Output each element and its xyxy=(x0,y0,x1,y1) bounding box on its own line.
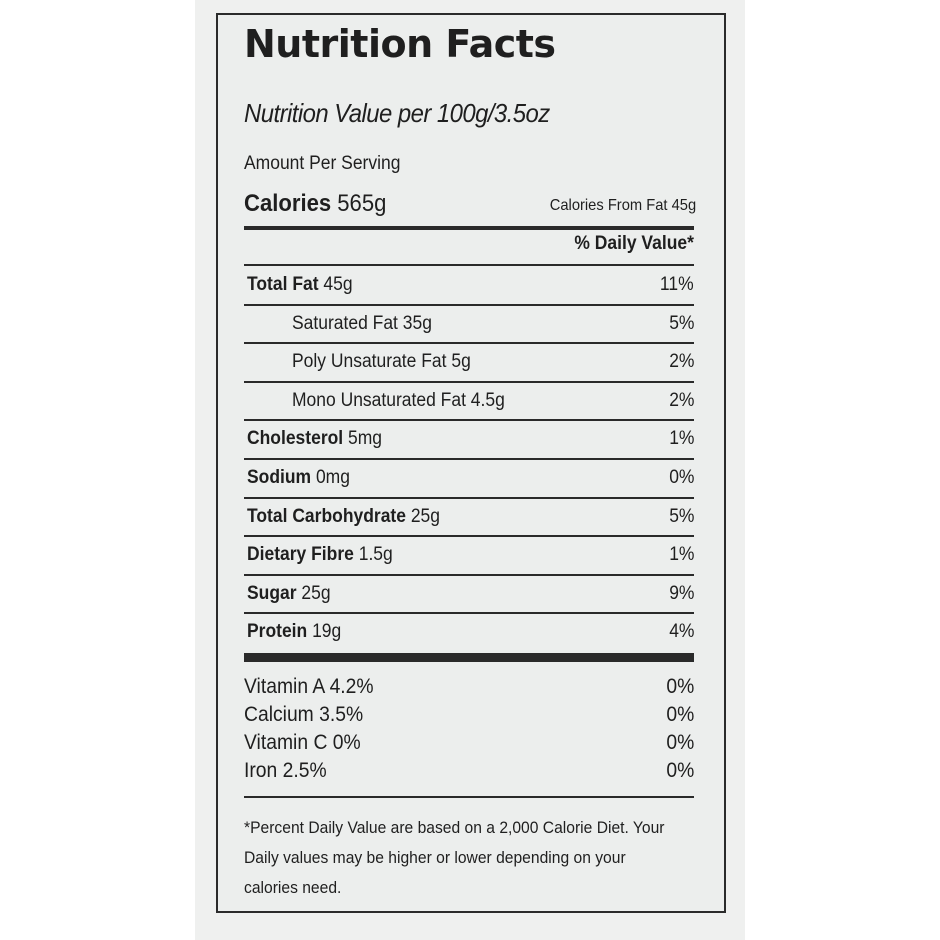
footnote-line: *Percent Daily Value are based on a 2,00… xyxy=(244,818,665,837)
row-divider xyxy=(244,573,694,576)
nutrient-row: Mono Unsaturated Fat 4.5g 2% xyxy=(244,382,694,420)
nutrient-name: Sodium xyxy=(247,467,312,488)
calories-label: Calories xyxy=(244,190,332,217)
vitamin-label: Vitamin C 0% xyxy=(244,731,361,754)
row-divider xyxy=(244,342,694,345)
vitamin-label: Vitamin A 4.2% xyxy=(244,675,374,698)
nutrient-label: Sodium 0mg xyxy=(247,467,350,489)
nutrient-row: Protein 19g 4% xyxy=(244,613,694,651)
row-divider xyxy=(244,458,694,460)
divider xyxy=(244,796,694,798)
daily-value-header: % Daily Value* xyxy=(574,233,694,254)
nutrient-daily-value: 1% xyxy=(668,544,694,566)
vitamin-label: Calcium 3.5% xyxy=(244,703,364,726)
nutrient-label: Cholesterol 5mg xyxy=(247,428,382,450)
nutrient-amount: 25g xyxy=(410,505,440,527)
row-divider xyxy=(244,303,694,306)
row-divider xyxy=(244,496,694,499)
nutrient-amount: 0mg xyxy=(315,467,350,488)
amount-per-serving: Amount Per Serving xyxy=(244,153,401,174)
nutrient-amount: 19g xyxy=(312,621,342,643)
nutrient-name: Mono Unsaturated Fat xyxy=(292,389,466,411)
nutrient-label: Protein 19g xyxy=(247,621,341,643)
nutrient-row: Sodium 0mg 0% xyxy=(244,459,694,497)
vitamin-daily-value: 0% xyxy=(666,703,694,726)
nutrient-label: Saturated Fat 35g xyxy=(292,313,432,335)
nutrient-row: Total Fat 45g 11% xyxy=(244,266,694,304)
divider-heavy xyxy=(244,653,694,662)
nutrient-daily-value: 1% xyxy=(668,428,694,450)
nutrient-amount: 5mg xyxy=(348,428,383,450)
nutrient-row: Saturated Fat 35g 5% xyxy=(244,305,694,343)
vitamin-row: Calcium 3.5% 0% xyxy=(244,703,694,731)
row-divider xyxy=(244,535,694,538)
nutrient-label: Mono Unsaturated Fat 4.5g xyxy=(292,390,505,412)
divider-thick xyxy=(244,226,694,230)
vitamin-daily-value: 0% xyxy=(666,731,694,754)
nutrient-label: Total Fat 45g xyxy=(247,274,353,296)
nutrient-amount: 45g xyxy=(323,274,353,295)
nutrient-daily-value: 2% xyxy=(668,351,694,373)
nutrient-name: Cholesterol xyxy=(247,428,344,450)
nutrient-daily-value: 5% xyxy=(668,312,694,334)
nutrient-label: Poly Unsaturate Fat 5g xyxy=(292,351,471,373)
divider xyxy=(244,264,694,266)
nutrient-row: Poly Unsaturate Fat 5g 2% xyxy=(244,343,694,381)
calories-value: 565g xyxy=(337,190,387,217)
nutrient-row: Cholesterol 5mg 1% xyxy=(244,420,694,458)
nutrient-daily-value: 4% xyxy=(668,621,694,643)
footnote-line: Daily values may be higher or lower depe… xyxy=(244,848,626,867)
nutrient-row: Dietary Fibre 1.5g 1% xyxy=(244,536,694,574)
nutrient-amount: 4.5g xyxy=(470,389,505,411)
nutrient-amount: 25g xyxy=(301,582,331,604)
nutrient-name: Total Carbohydrate xyxy=(247,505,406,527)
nutrition-facts-panel xyxy=(216,13,726,913)
nutrient-name: Total Fat xyxy=(247,274,319,295)
footnote: *Percent Daily Value are based on a 2,00… xyxy=(244,813,714,903)
nutrient-name: Sugar xyxy=(247,582,297,604)
nutrient-daily-value: 9% xyxy=(668,582,694,604)
nutrient-amount: 5g xyxy=(451,351,471,373)
row-divider xyxy=(244,419,694,422)
calories-from-fat: Calories From Fat 45g xyxy=(549,197,696,214)
vitamin-row: Vitamin A 4.2% 0% xyxy=(244,675,694,703)
vitamin-row: Iron 2.5% 0% xyxy=(244,759,694,787)
nutrient-daily-value: 0% xyxy=(668,467,694,488)
nutrient-row: Total Carbohydrate 25g 5% xyxy=(244,498,694,536)
nutrient-row: Sugar 25g 9% xyxy=(244,575,694,613)
nutrient-daily-value: 11% xyxy=(660,274,694,295)
row-divider xyxy=(244,380,694,383)
nutrient-daily-value: 5% xyxy=(668,505,694,527)
label-subtitle: Nutrition Value per 100g/3.5oz xyxy=(244,98,550,128)
nutrient-name: Protein xyxy=(247,621,308,643)
nutrient-label: Dietary Fibre 1.5g xyxy=(247,544,393,566)
vitamin-daily-value: 0% xyxy=(666,675,694,698)
vitamin-label: Iron 2.5% xyxy=(244,759,327,782)
label-title: Nutrition Facts xyxy=(244,22,556,66)
nutrient-name: Dietary Fibre xyxy=(247,544,354,566)
nutrient-daily-value: 2% xyxy=(668,389,694,411)
footnote-line: calories need. xyxy=(244,878,342,897)
calories-line: Calories 565g xyxy=(244,190,386,218)
vitamin-row: Vitamin C 0% 0% xyxy=(244,731,694,759)
row-divider xyxy=(244,612,694,615)
nutrient-amount: 1.5g xyxy=(358,544,393,566)
nutrient-name: Saturated Fat xyxy=(292,312,398,334)
nutrient-amount: 35g xyxy=(402,312,432,334)
nutrient-label: Total Carbohydrate 25g xyxy=(247,506,440,528)
vitamin-daily-value: 0% xyxy=(666,759,694,782)
nutrient-label: Sugar 25g xyxy=(247,583,331,605)
nutrient-name: Poly Unsaturate Fat xyxy=(292,351,447,373)
